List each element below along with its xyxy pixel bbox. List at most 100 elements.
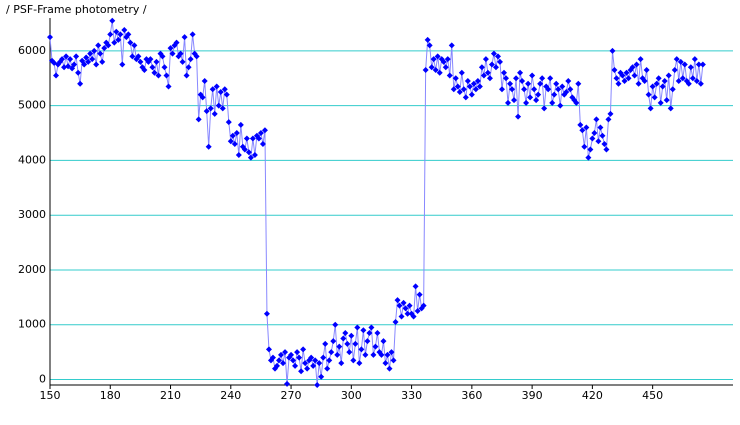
data-point bbox=[565, 77, 572, 84]
data-point bbox=[177, 50, 184, 57]
data-point bbox=[378, 351, 385, 358]
y-tick-label: 0 bbox=[39, 373, 46, 386]
data-point bbox=[121, 27, 128, 34]
data-point bbox=[328, 349, 335, 356]
data-point bbox=[545, 86, 552, 93]
data-point bbox=[259, 140, 266, 147]
data-point bbox=[529, 72, 536, 79]
data-point bbox=[697, 80, 704, 87]
data-point bbox=[623, 69, 630, 76]
data-point bbox=[203, 108, 210, 115]
data-point bbox=[685, 80, 692, 87]
data-point bbox=[591, 130, 598, 137]
y-tick-label: 2000 bbox=[18, 263, 46, 276]
data-point bbox=[515, 113, 522, 120]
data-point bbox=[653, 80, 660, 87]
data-point bbox=[310, 362, 317, 369]
data-point bbox=[354, 324, 361, 331]
data-point bbox=[207, 105, 214, 112]
data-point bbox=[109, 17, 116, 24]
data-point bbox=[149, 64, 156, 71]
data-point bbox=[105, 42, 112, 49]
data-point bbox=[183, 72, 190, 79]
data-point bbox=[621, 77, 628, 84]
data-point bbox=[308, 354, 315, 361]
data-point bbox=[519, 77, 526, 84]
data-point bbox=[360, 327, 367, 334]
data-point bbox=[392, 319, 399, 326]
data-point bbox=[637, 56, 644, 63]
data-point bbox=[217, 88, 224, 95]
data-point bbox=[223, 91, 230, 98]
data-point bbox=[537, 80, 544, 87]
data-point bbox=[219, 105, 226, 112]
data-point bbox=[99, 58, 106, 65]
data-point bbox=[420, 302, 427, 309]
data-point bbox=[691, 56, 698, 63]
data-point bbox=[402, 305, 409, 312]
data-point bbox=[227, 138, 234, 145]
data-point bbox=[585, 154, 592, 161]
data-point bbox=[442, 64, 449, 71]
data-point bbox=[597, 124, 604, 131]
data-point bbox=[448, 42, 455, 49]
data-point bbox=[314, 382, 321, 388]
data-point bbox=[498, 86, 505, 93]
data-point bbox=[288, 351, 295, 358]
data-point bbox=[243, 135, 250, 142]
data-point bbox=[370, 351, 377, 358]
data-point bbox=[280, 360, 287, 367]
data-point bbox=[659, 83, 666, 90]
data-point bbox=[424, 36, 431, 43]
x-tick-label: 450 bbox=[642, 389, 663, 402]
data-point bbox=[137, 58, 144, 65]
data-point bbox=[169, 50, 176, 57]
data-point bbox=[579, 127, 586, 134]
data-point bbox=[257, 130, 264, 137]
data-point bbox=[101, 45, 108, 52]
data-point bbox=[304, 365, 311, 372]
data-point bbox=[488, 61, 495, 68]
data-point bbox=[400, 299, 407, 306]
data-point bbox=[215, 102, 222, 109]
data-point bbox=[95, 42, 102, 49]
data-point bbox=[75, 69, 82, 76]
x-tick-label: 390 bbox=[522, 389, 543, 402]
data-point bbox=[450, 86, 457, 93]
data-point bbox=[535, 91, 542, 98]
data-point bbox=[201, 77, 208, 84]
data-point bbox=[607, 110, 614, 117]
data-point bbox=[398, 313, 405, 320]
x-tick-label: 330 bbox=[401, 389, 422, 402]
data-point bbox=[523, 99, 530, 106]
data-point bbox=[89, 56, 96, 63]
data-point bbox=[641, 77, 648, 84]
data-point bbox=[129, 53, 136, 60]
data-point bbox=[350, 357, 357, 364]
data-point bbox=[249, 135, 256, 142]
data-point bbox=[583, 124, 590, 131]
data-point bbox=[322, 340, 329, 347]
data-point bbox=[434, 53, 441, 60]
data-point bbox=[167, 45, 174, 52]
data-point bbox=[699, 61, 706, 68]
data-point bbox=[464, 77, 471, 84]
data-point bbox=[494, 53, 501, 60]
data-point bbox=[474, 77, 481, 84]
data-point bbox=[657, 99, 664, 106]
data-point bbox=[91, 47, 98, 54]
y-tick-label: 3000 bbox=[18, 208, 46, 221]
data-point bbox=[661, 77, 668, 84]
data-point bbox=[263, 310, 270, 317]
data-point bbox=[484, 69, 491, 76]
data-point bbox=[213, 83, 220, 90]
data-point bbox=[633, 61, 640, 68]
data-point bbox=[265, 346, 272, 353]
data-point bbox=[362, 351, 369, 358]
data-point bbox=[452, 75, 459, 82]
data-point bbox=[555, 86, 562, 93]
data-point bbox=[340, 335, 347, 342]
data-point bbox=[430, 56, 437, 63]
y-tick-label: 6000 bbox=[18, 44, 46, 57]
data-point bbox=[81, 61, 88, 68]
